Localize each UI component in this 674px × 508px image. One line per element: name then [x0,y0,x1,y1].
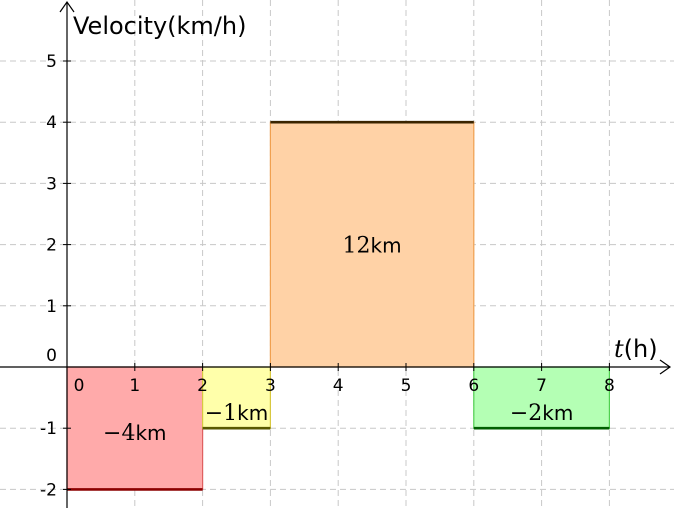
area-label-unit: km [371,234,402,258]
x-tick-label: 0 [74,376,85,396]
area-label: −4km [103,421,167,446]
area-label: 12km [343,234,402,259]
area-regions [66,120,610,491]
area-label-number: −4 [103,421,135,446]
y-axis-arrow [59,0,75,13]
area-label: −2km [510,401,574,426]
x-axis-symbol: t [614,335,624,363]
x-tick-label: 7 [536,376,547,396]
x-tick-label: 1 [129,376,140,396]
y-tick-label: 4 [46,113,57,133]
x-tick-label: 5 [401,376,412,396]
area-rect [473,366,610,429]
x-tick-label: 8 [604,376,615,396]
x-axis-arrow [659,359,672,375]
y-tick-label: -1 [40,419,57,439]
y-tick-label: 0 [46,346,57,366]
x-tick-label: 3 [265,376,276,396]
area-rect [66,366,204,491]
y-tick-label: 1 [46,297,57,317]
x-tick-label: 2 [197,376,208,396]
y-tick-label: 2 [46,236,57,256]
area-label-unit: km [542,401,573,425]
x-axis-unit: (h) [624,335,658,363]
area-label-unit: km [237,401,268,425]
area-rect [269,121,475,368]
x-tick-label: 4 [333,376,344,396]
area-label-number: −1 [205,401,237,426]
area-label-number: 12 [343,234,371,259]
x-axis-title: t(h) [614,335,658,363]
area-label-unit: km [135,421,166,445]
y-tick-label: 3 [46,174,57,194]
area-label: −1km [205,401,269,426]
y-axis-title: Velocity(km/h) [73,12,246,40]
x-tick-label: 6 [468,376,479,396]
area-label-number: −2 [510,401,542,426]
y-tick-label: 5 [46,52,57,72]
y-tick-label: -2 [40,480,57,500]
